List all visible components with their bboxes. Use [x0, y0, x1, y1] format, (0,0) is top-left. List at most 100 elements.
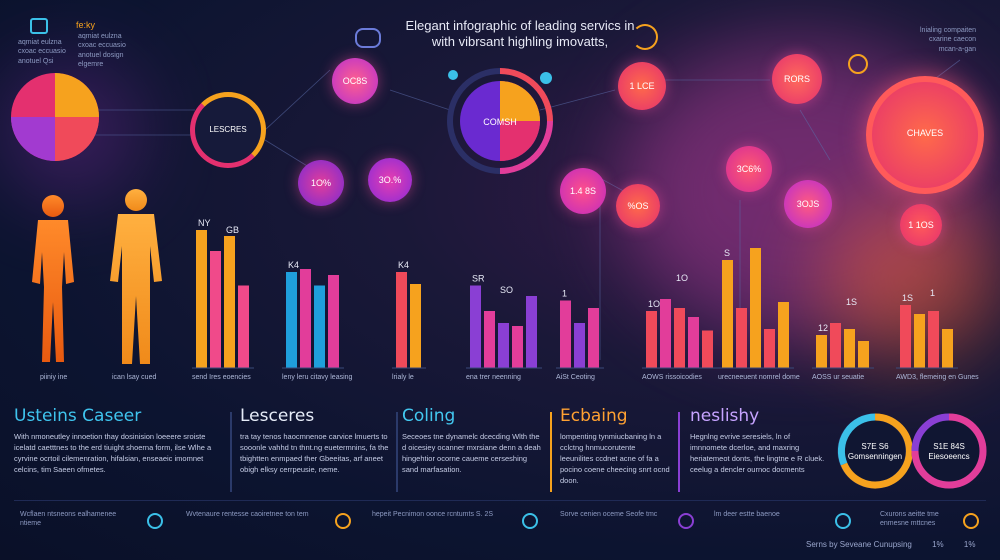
bar-0-2	[224, 236, 235, 368]
bar-group-label-0: send Ires eoencies	[192, 374, 251, 381]
bar-value-label-7-0: 12	[818, 323, 828, 333]
bar-1-0	[286, 272, 297, 368]
bar-2-0	[396, 272, 407, 368]
bar-7-3	[858, 341, 869, 368]
section-3-body: Seceoes tne dynamelc dcecding Wlth the d…	[402, 432, 541, 474]
center-donut-chart	[447, 68, 553, 174]
footer-credit-value-2: 1%	[963, 540, 976, 549]
footer-circle-icon-6	[963, 513, 979, 529]
woman-figure-icon	[32, 195, 74, 362]
right-big-ring	[866, 76, 984, 194]
man-figure-icon	[110, 189, 162, 364]
footer-credit: Serns by Seveane Cunupsing 1% 1%	[806, 540, 975, 549]
section-1: Usteins Caseer With nmoneutley innoetion…	[14, 406, 224, 476]
bar-8-2	[928, 311, 939, 368]
divider-4	[678, 412, 680, 492]
bubble-5: 1.4 8S	[560, 168, 606, 214]
bar-5-0	[646, 311, 657, 368]
bar-group-label-4: AiSt Ceoting	[556, 374, 595, 381]
bubble-1: OC8S	[332, 58, 378, 104]
section-2: Lesceres tra tay tenos haocmnenoe carvic…	[240, 406, 390, 476]
section-3: Coling Seceoes tne dynamelc dcecding Wlt…	[402, 406, 542, 476]
bar-3-0	[470, 285, 481, 368]
man-caption: ican lsay cued	[112, 374, 157, 381]
bar-value-label-0-0: NY	[198, 218, 211, 228]
bar-4-2	[588, 308, 599, 368]
bar-0-0	[196, 230, 207, 368]
bar-8-3	[942, 329, 953, 368]
bar-5-1	[660, 299, 671, 368]
lescres-ring	[190, 92, 266, 168]
bar-4-0	[560, 300, 571, 368]
footer-circle-icon-3	[522, 513, 538, 529]
bar-3-4	[526, 296, 537, 368]
chat-icon	[355, 28, 381, 48]
footer-credit-text: Serns by Seveane Cunupsing	[806, 540, 912, 549]
footer-item-2: Wvtenaure rentesse caoiretnee ton tem	[186, 511, 309, 518]
section-2-title: Lesceres	[240, 406, 315, 426]
footer-circle-icon-5	[835, 513, 851, 529]
ring-chart-left	[837, 413, 913, 489]
left-pie-chart	[11, 73, 99, 161]
top-left-label: fe:ky	[76, 20, 96, 30]
bar-5-3	[688, 317, 699, 368]
lescres-label: LESCRES	[209, 125, 247, 134]
bar-8-1	[914, 314, 925, 368]
bar-group-label-8: AWD3, flemeing en Gunes	[896, 374, 979, 381]
bar-value-label-2-0: K4	[398, 260, 409, 270]
section-5-title: neslishy	[690, 406, 760, 426]
swirl-icon	[632, 24, 658, 50]
center-donut-label: COMSH	[483, 117, 517, 127]
woman-caption: piiniy ine	[40, 374, 68, 381]
bubble-9: %OS	[616, 184, 660, 228]
bubble-7: 3C6%	[726, 146, 772, 192]
bar-2-1	[410, 284, 421, 368]
right-big-ring-label: CHAVES	[906, 128, 944, 138]
logo-icon	[30, 18, 48, 34]
bar-value-label-3-0: SR	[472, 274, 485, 284]
bar-value-label-5-1: 1O	[676, 273, 688, 283]
bar-6-0	[722, 260, 733, 368]
bubble-8: 3OJS	[784, 180, 832, 228]
divider-1	[230, 412, 232, 492]
bubble-10: 1 1OS	[900, 204, 942, 246]
bar-1-3	[328, 275, 339, 368]
bar-value-label-8-1: 1	[930, 288, 935, 298]
footer-circle-icon-1	[147, 513, 163, 529]
bubble-4: 1 LCE	[618, 62, 666, 110]
bar-7-2	[844, 329, 855, 368]
footer-circle-icon-2	[335, 513, 351, 529]
divider-3	[550, 412, 552, 492]
bubble-6: RORS	[772, 54, 822, 104]
bar-value-label-4-0: 1	[562, 289, 567, 299]
bar-value-label-3-1: SO	[500, 285, 513, 295]
section-4-title: Ecbaing	[560, 406, 628, 426]
top-left-notes-2: aqmiat eulzna cxoac eccuasio anotuel dos…	[78, 33, 126, 69]
section-5: neslishy Hegnlng evrive seresiels, ln of…	[690, 406, 828, 476]
bar-6-1	[736, 308, 747, 368]
section-2-body: tra tay tenos haocmnenoe carvice lmuerts…	[240, 432, 389, 474]
footer-credit-value-1: 1%	[932, 540, 944, 549]
bar-6-4	[778, 302, 789, 368]
footer-item-1: Wcflaen ntsneons ealhamenee ntieme	[20, 511, 117, 528]
bar-3-3	[512, 326, 523, 368]
bubble-2: 1O%	[298, 160, 344, 206]
footer-item-5: lm deer estte baenoe	[714, 511, 780, 518]
center-dots-decor-2	[448, 70, 458, 80]
bar-chart: NY GB K4 K4 SR SO 1 1O 1O S 12 1S 1S 1	[192, 218, 958, 369]
section-1-title: Usteins Caseer	[14, 406, 142, 426]
bar-3-1	[484, 311, 495, 368]
center-dots-decor	[540, 72, 552, 84]
bar-1-2	[314, 285, 325, 368]
bubble-3: 3O.%	[368, 158, 412, 202]
section-5-body: Hegnlng evrive seresiels, ln of imnnomet…	[690, 432, 825, 474]
bar-value-label-1-0: K4	[288, 260, 299, 270]
bar-7-1	[830, 323, 841, 368]
section-3-title: Coling	[402, 406, 456, 426]
footer-separator	[14, 500, 986, 501]
page-title: Elegant infographic of leading servics i…	[405, 18, 635, 50]
bar-group-label-3: ena trer neenning	[466, 374, 521, 381]
bar-4-1	[574, 323, 585, 368]
bar-5-4	[702, 330, 713, 368]
section-4: Ecbaing lompenting tynmiucbaning ln a cc…	[560, 406, 670, 486]
